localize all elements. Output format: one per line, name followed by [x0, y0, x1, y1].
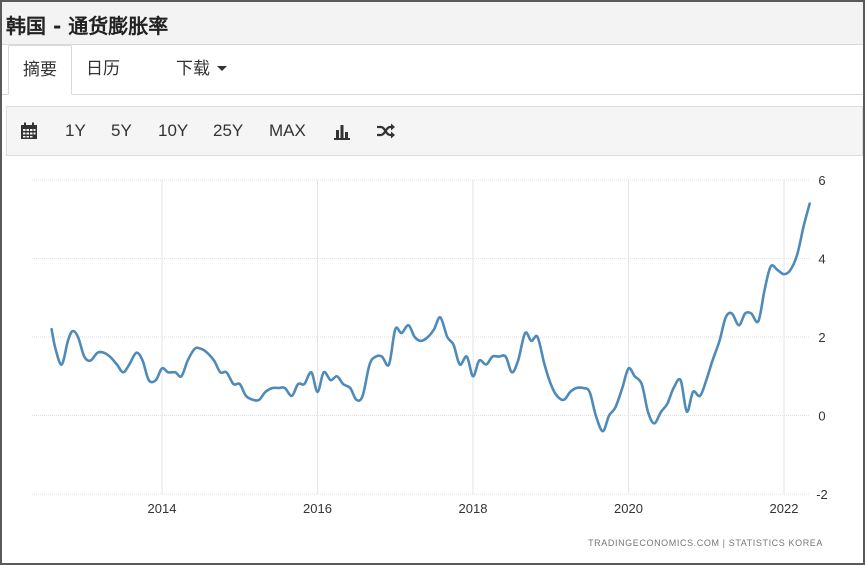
x-tick-label: 2014	[148, 501, 177, 516]
y-tick-label: 6	[818, 173, 825, 188]
tab-bar: 摘要 日历 下载	[2, 45, 863, 95]
tab-summary[interactable]: 摘要	[8, 45, 72, 95]
range-1y-button[interactable]: 1Y	[65, 121, 86, 140]
y-tick-label: -2	[816, 487, 828, 502]
caret-down-icon	[217, 66, 227, 71]
bar-chart-icon[interactable]	[333, 122, 351, 145]
title-bar: 韩国 - 通货膨胀率	[2, 2, 863, 45]
page-title: 韩国 - 通货膨胀率	[6, 14, 169, 38]
inflation-series-line	[50, 202, 811, 433]
range-max-button[interactable]: MAX	[269, 121, 306, 140]
x-tick-label: 2018	[459, 501, 488, 516]
shuffle-icon[interactable]	[376, 122, 396, 145]
chart-toolbar: 1Y 5Y 10Y 25Y MAX	[6, 106, 863, 156]
range-5y-button[interactable]: 5Y	[111, 121, 132, 140]
range-25y-button[interactable]: 25Y	[213, 121, 244, 140]
x-tick-label: 2016	[303, 501, 332, 516]
x-tick-label: 2020	[614, 501, 643, 516]
calendar-icon[interactable]	[20, 122, 38, 145]
y-tick-label: 2	[818, 330, 825, 345]
inflation-chart: 6 4 2 0 -2 2014 2016 2018 2020 2022	[32, 173, 828, 516]
x-tick-label: 2022	[770, 501, 799, 516]
tab-download[interactable]: 下载	[176, 45, 227, 93]
y-tick-label: 0	[818, 409, 825, 424]
y-tick-label: 4	[818, 252, 825, 267]
tab-calendar[interactable]: 日历	[86, 59, 120, 79]
range-10y-button[interactable]: 10Y	[158, 121, 189, 140]
source-footer: TRADINGECONOMICS.COM | STATISTICS KOREA	[588, 538, 823, 548]
tab-download-label: 下载	[176, 59, 210, 79]
